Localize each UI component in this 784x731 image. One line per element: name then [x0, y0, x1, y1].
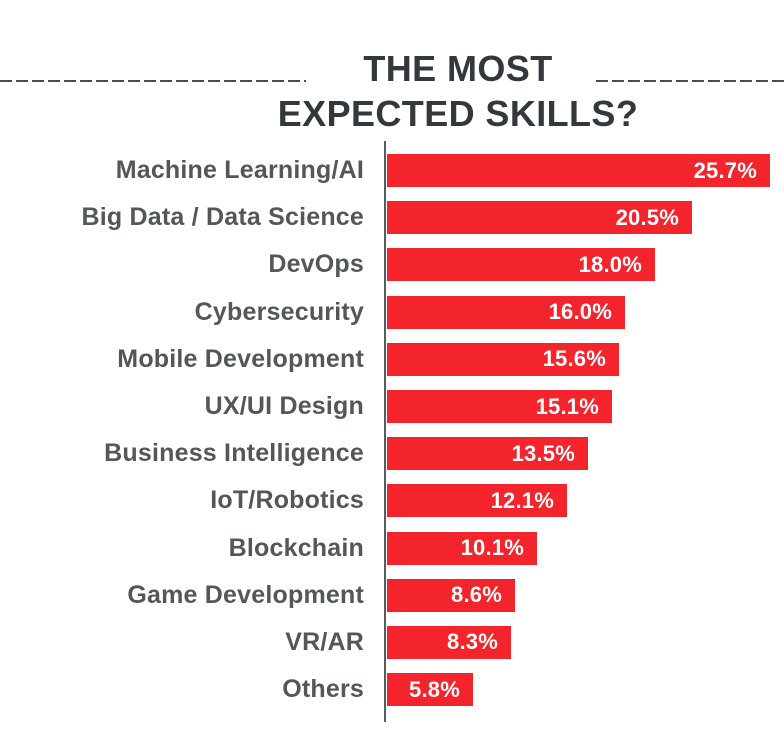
bar-value-label: 16.0%	[548, 299, 612, 325]
bar: 12.1%	[387, 484, 567, 518]
bar-value-label: 8.3%	[447, 629, 498, 655]
bar-label: Blockchain	[228, 533, 364, 562]
chart-row: Cybersecurity 16.0%	[0, 289, 784, 336]
bar-label: DevOps	[268, 250, 364, 279]
chart-row: UX/UI Design 15.1%	[0, 383, 784, 430]
bar-value-label: 15.6%	[542, 346, 606, 372]
bar: 5.8%	[387, 673, 473, 707]
title-dash-rule-left	[0, 80, 306, 82]
bar-label: Machine Learning/AI	[115, 156, 364, 185]
bar: 20.5%	[387, 201, 692, 235]
bar-value-label: 25.7%	[693, 157, 757, 183]
chart-row: DevOps 18.0%	[0, 241, 784, 288]
y-axis-line	[384, 141, 386, 722]
chart-row: VR/AR 8.3%	[0, 619, 784, 666]
bar: 13.5%	[387, 437, 588, 471]
chart-row: IoT/Robotics 12.1%	[0, 477, 784, 524]
bar-label: UX/UI Design	[204, 392, 364, 421]
bar-value-label: 8.6%	[451, 582, 502, 608]
bar: 15.6%	[387, 342, 619, 376]
chart-row: Machine Learning/AI 25.7%	[0, 147, 784, 194]
title-dash-rule-right	[596, 80, 784, 82]
bar: 18.0%	[387, 248, 655, 282]
bar: 25.7%	[387, 154, 770, 188]
chart-row: Game Development 8.6%	[0, 572, 784, 619]
bar-value-label: 12.1%	[490, 487, 554, 513]
bar-value-label: 15.1%	[535, 393, 599, 419]
bar-value-label: 20.5%	[615, 204, 679, 230]
bar-label: Cybersecurity	[194, 297, 364, 326]
chart-row: Business Intelligence 13.5%	[0, 430, 784, 477]
chart-title-line2: EXPECTED SKILLS?	[277, 93, 639, 134]
chart-row: Blockchain 10.1%	[0, 525, 784, 572]
bar-label: Big Data / Data Science	[81, 203, 364, 232]
bar-chart: Machine Learning/AI 25.7% Big Data / Data …	[0, 147, 784, 713]
bar-label: IoT/Robotics	[210, 486, 364, 515]
bar-value-label: 5.8%	[409, 676, 460, 702]
chart-row: Others 5.8%	[0, 666, 784, 713]
bar-value-label: 13.5%	[511, 440, 575, 466]
bar-label: VR/AR	[285, 627, 364, 656]
chart-row: Mobile Development 15.6%	[0, 336, 784, 383]
bar: 8.6%	[387, 578, 515, 612]
bar: 8.3%	[387, 625, 511, 659]
bar-value-label: 18.0%	[578, 251, 642, 277]
bar-label: Business Intelligence	[104, 439, 364, 468]
bar-label: Game Development	[127, 580, 364, 609]
bar-label: Mobile Development	[117, 344, 364, 373]
bar-value-label: 10.1%	[460, 535, 524, 561]
bar: 10.1%	[387, 531, 537, 565]
bar: 16.0%	[387, 295, 625, 329]
chart-title-line1: THE MOST	[363, 48, 553, 89]
bar-label: Others	[282, 675, 364, 704]
bar: 15.1%	[387, 390, 612, 424]
chart-row: Big Data / Data Science 20.5%	[0, 194, 784, 241]
chart-title: THE MOST EXPECTED SKILLS?	[133, 46, 783, 136]
